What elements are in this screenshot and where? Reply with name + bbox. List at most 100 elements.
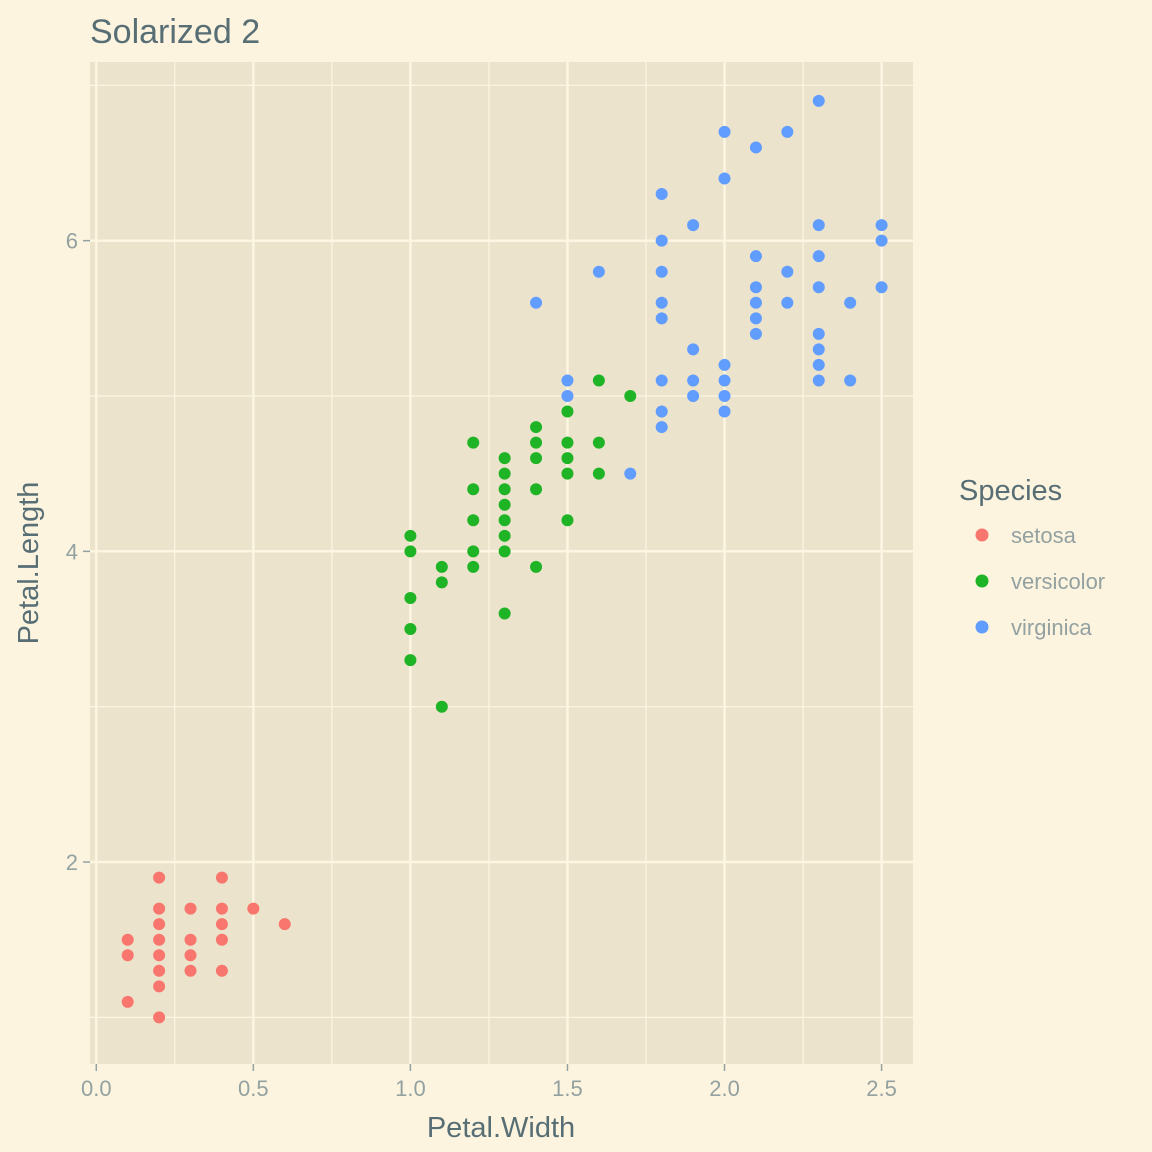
point-versicolor xyxy=(561,514,574,527)
point-setosa xyxy=(121,949,134,962)
point-versicolor xyxy=(530,560,543,573)
point-setosa xyxy=(215,918,228,931)
point-versicolor xyxy=(498,514,511,527)
x-tick-label: 0.5 xyxy=(238,1076,269,1101)
point-virginica xyxy=(812,358,825,371)
point-virginica xyxy=(812,374,825,387)
y-tick-label: 2 xyxy=(66,850,78,875)
point-versicolor xyxy=(467,545,480,558)
y-axis-title: Petal.Length xyxy=(13,482,45,645)
point-versicolor xyxy=(561,452,574,465)
data-points xyxy=(121,94,888,1024)
point-versicolor xyxy=(530,452,543,465)
y-tick-label: 4 xyxy=(66,539,78,564)
point-versicolor xyxy=(624,390,637,402)
point-virginica xyxy=(749,250,762,263)
point-versicolor xyxy=(498,545,511,558)
x-tick-label: 2.5 xyxy=(866,1076,897,1101)
point-versicolor xyxy=(404,623,417,636)
point-setosa xyxy=(153,949,166,962)
point-setosa xyxy=(278,918,291,931)
point-virginica xyxy=(812,94,825,107)
point-virginica xyxy=(781,296,794,309)
point-setosa xyxy=(184,964,197,977)
point-virginica xyxy=(781,125,794,138)
point-virginica xyxy=(812,327,825,340)
point-virginica xyxy=(655,188,668,201)
point-virginica xyxy=(844,374,857,387)
point-virginica xyxy=(749,312,762,325)
point-versicolor xyxy=(467,483,480,496)
point-setosa xyxy=(153,964,166,977)
point-virginica xyxy=(561,374,574,387)
point-virginica xyxy=(749,296,762,309)
point-versicolor xyxy=(592,374,605,387)
point-setosa xyxy=(153,933,166,946)
legend-label-virginica: virginica xyxy=(1011,615,1092,640)
point-setosa xyxy=(184,902,197,915)
point-versicolor xyxy=(530,421,543,434)
point-virginica xyxy=(592,265,605,278)
y-axis: 2 4 6 xyxy=(66,229,90,875)
point-setosa xyxy=(184,949,197,962)
point-virginica xyxy=(875,281,888,294)
point-versicolor xyxy=(498,529,511,542)
point-setosa xyxy=(153,1011,166,1024)
legend-key-setosa xyxy=(975,528,989,542)
point-versicolor xyxy=(592,467,605,480)
point-setosa xyxy=(153,871,166,884)
point-virginica xyxy=(687,390,700,402)
point-versicolor xyxy=(498,498,511,511)
point-setosa xyxy=(153,980,166,993)
point-setosa xyxy=(121,995,134,1008)
point-virginica xyxy=(875,234,888,247)
point-virginica xyxy=(624,467,637,480)
point-virginica xyxy=(781,265,794,278)
point-virginica xyxy=(718,374,731,387)
plot-panel xyxy=(90,62,913,1064)
point-versicolor xyxy=(467,560,480,573)
point-setosa xyxy=(215,871,228,884)
minor-gridlines xyxy=(90,62,913,1064)
point-versicolor xyxy=(467,436,480,449)
point-virginica xyxy=(687,219,700,232)
legend-title: Species xyxy=(959,475,1062,507)
point-setosa xyxy=(153,918,166,931)
point-versicolor xyxy=(404,654,417,667)
point-virginica xyxy=(655,405,668,418)
point-virginica xyxy=(812,281,825,294)
legend-label-versicolor: versicolor xyxy=(1011,569,1105,594)
point-setosa xyxy=(215,933,228,946)
point-versicolor xyxy=(561,405,574,418)
legend-label-setosa: setosa xyxy=(1011,523,1077,548)
point-virginica xyxy=(655,265,668,278)
point-versicolor xyxy=(467,514,480,527)
point-versicolor xyxy=(530,483,543,496)
x-tick-label: 0.0 xyxy=(81,1076,112,1101)
chart-title: Solarized 2 xyxy=(90,13,260,51)
point-setosa xyxy=(184,933,197,946)
point-virginica xyxy=(718,172,731,185)
point-setosa xyxy=(215,902,228,915)
point-versicolor xyxy=(592,436,605,449)
point-virginica xyxy=(749,327,762,340)
point-virginica xyxy=(844,296,857,309)
point-versicolor xyxy=(404,529,417,542)
point-virginica xyxy=(655,374,668,387)
point-virginica xyxy=(875,219,888,232)
point-virginica xyxy=(749,281,762,294)
point-virginica xyxy=(718,405,731,418)
point-setosa xyxy=(247,902,260,915)
legend-key-versicolor xyxy=(975,574,989,588)
point-virginica xyxy=(718,390,731,402)
point-versicolor xyxy=(561,436,574,449)
legend-key-virginica xyxy=(975,620,989,634)
x-tick-label: 2.0 xyxy=(709,1076,740,1101)
point-versicolor xyxy=(404,591,417,604)
point-versicolor xyxy=(404,545,417,558)
point-versicolor xyxy=(498,467,511,480)
point-versicolor xyxy=(435,576,448,589)
point-virginica xyxy=(812,219,825,232)
point-virginica xyxy=(812,343,825,356)
